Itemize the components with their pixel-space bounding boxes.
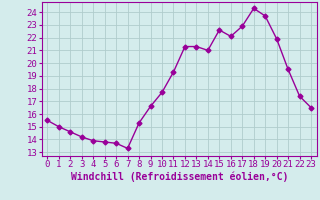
X-axis label: Windchill (Refroidissement éolien,°C): Windchill (Refroidissement éolien,°C) — [70, 172, 288, 182]
